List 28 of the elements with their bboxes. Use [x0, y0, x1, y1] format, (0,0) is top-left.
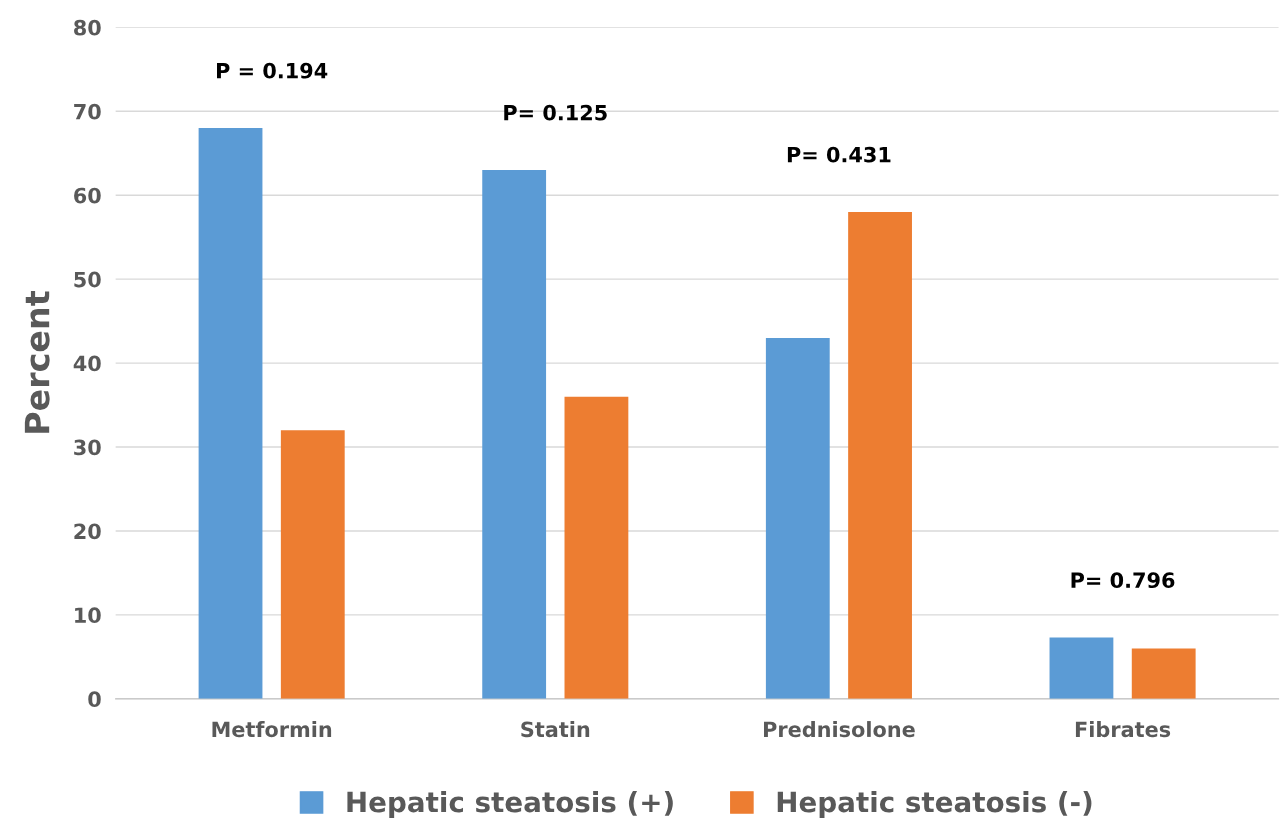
annotation: P= 0.796 [1071, 572, 1175, 589]
y-tick-label: 0 [88, 691, 101, 708]
x-tick-label: Prednisolone [764, 721, 915, 738]
bar [198, 128, 263, 699]
y-tick-label: 30 [74, 439, 101, 456]
bar [765, 337, 830, 699]
annotation: P = 0.194 [217, 62, 328, 79]
y-tick-label: 80 [74, 19, 101, 36]
y-tick-label: 40 [73, 355, 101, 372]
annotation: P= 0.431 [787, 146, 891, 163]
bar [1049, 637, 1114, 699]
x-tick-label: Metformin [212, 721, 332, 738]
legend-label: Hepatic steatosis (+) [347, 791, 673, 818]
bar [280, 430, 345, 699]
bar [482, 170, 547, 699]
y-tick-label: 70 [74, 103, 101, 120]
bar [848, 212, 912, 699]
bar [564, 396, 629, 699]
y-tick-label: 10 [75, 607, 101, 624]
y-tick-label: 50 [74, 271, 101, 288]
bar [1131, 648, 1196, 699]
x-tick-label: Statin [521, 721, 590, 738]
x-tick-label: Fibrates [1075, 721, 1171, 738]
y-axis-title: Percent [24, 291, 50, 433]
legend-label: Hepatic steatosis (-) [777, 791, 1092, 818]
annotation: P= 0.125 [504, 104, 607, 121]
y-tick-label: 20 [74, 523, 101, 540]
y-tick-label: 60 [74, 187, 101, 204]
